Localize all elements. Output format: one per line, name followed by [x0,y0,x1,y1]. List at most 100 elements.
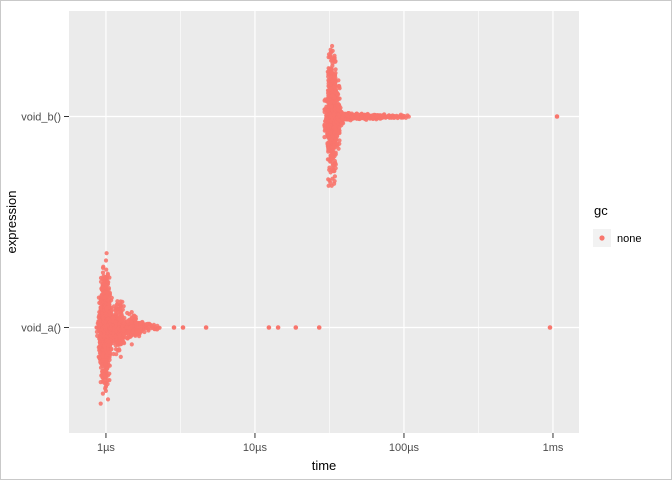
data-point [107,275,112,280]
y-axis-title: expression [4,191,19,254]
data-point [100,391,105,396]
data-point [106,339,111,344]
data-point [133,320,138,325]
data-point [101,264,106,269]
data-point [117,310,122,315]
data-point [106,280,111,285]
data-point [117,315,122,321]
data-point [137,328,142,333]
data-point [391,115,397,120]
data-point [103,362,108,367]
data-points-layer [94,43,560,406]
data-point [103,275,108,280]
data-point [356,112,361,117]
legend: gc none [593,203,641,247]
outlier-point [203,325,209,330]
data-point [109,308,115,313]
data-point [120,317,125,322]
data-point [103,374,109,379]
data-point [113,347,119,352]
data-point [107,301,112,306]
outlier-point [275,325,281,330]
data-point [329,66,334,72]
data-point [333,80,338,85]
data-point [125,319,130,324]
data-point [374,114,379,119]
data-point [330,56,335,62]
legend-entry-label: none [617,233,641,245]
x-tick-label: 1µs [97,442,115,454]
data-point [359,115,364,120]
data-point [129,310,134,315]
x-tick-label: 10µs [243,442,268,454]
data-point [142,329,147,335]
data-point [332,174,337,179]
gridlines-major [69,11,579,433]
x-axis-title: time [312,458,337,473]
data-point [103,380,108,385]
data-point [120,338,125,344]
outlier-point [293,325,299,330]
data-point [129,319,134,324]
data-point [340,117,345,122]
data-point [328,47,333,52]
data-point [107,363,112,368]
data-point [335,141,340,146]
data-point [337,96,342,101]
data-point [339,121,344,126]
data-point [330,43,335,49]
y-axis: void_b() void_a() [21,112,69,335]
data-point [107,350,112,355]
data-point [101,285,106,291]
data-point [120,299,125,304]
data-point [330,163,335,168]
data-point [333,127,338,132]
data-point [331,169,336,174]
data-point [125,335,130,340]
data-point [332,179,337,184]
data-point [335,103,340,108]
data-point [333,70,338,76]
data-point [406,114,411,119]
data-point [107,378,112,383]
data-point [329,157,334,162]
data-point [129,333,134,338]
data-point [328,86,333,91]
data-point [103,258,109,263]
data-point [104,294,109,299]
data-point [118,354,123,359]
legend-point-icon [599,235,605,241]
data-point [332,100,337,105]
data-point [107,357,112,362]
plot-panel [69,11,579,433]
data-point [331,151,337,156]
data-point [104,306,109,311]
data-point [116,347,122,352]
data-point [105,397,111,402]
outlier-point [171,325,177,330]
data-point [98,380,103,385]
data-point [100,358,105,363]
data-point [337,83,342,89]
data-point [332,75,337,81]
data-point [332,95,337,100]
data-point [120,324,125,329]
data-point [128,325,133,330]
data-point [365,113,370,118]
data-point [330,61,335,66]
legend-title: gc [594,203,608,218]
data-point [350,115,355,120]
data-point [98,401,103,406]
data-point [156,325,161,330]
data-point [131,313,136,319]
x-tick-label: 100µs [389,442,420,454]
outlier-point [266,325,272,330]
data-point [328,180,333,185]
outlier-point [554,114,560,119]
data-point [336,129,341,134]
data-point [336,78,341,83]
data-point [402,114,407,119]
data-point [329,70,334,75]
data-point [107,343,113,348]
data-point [121,327,126,333]
